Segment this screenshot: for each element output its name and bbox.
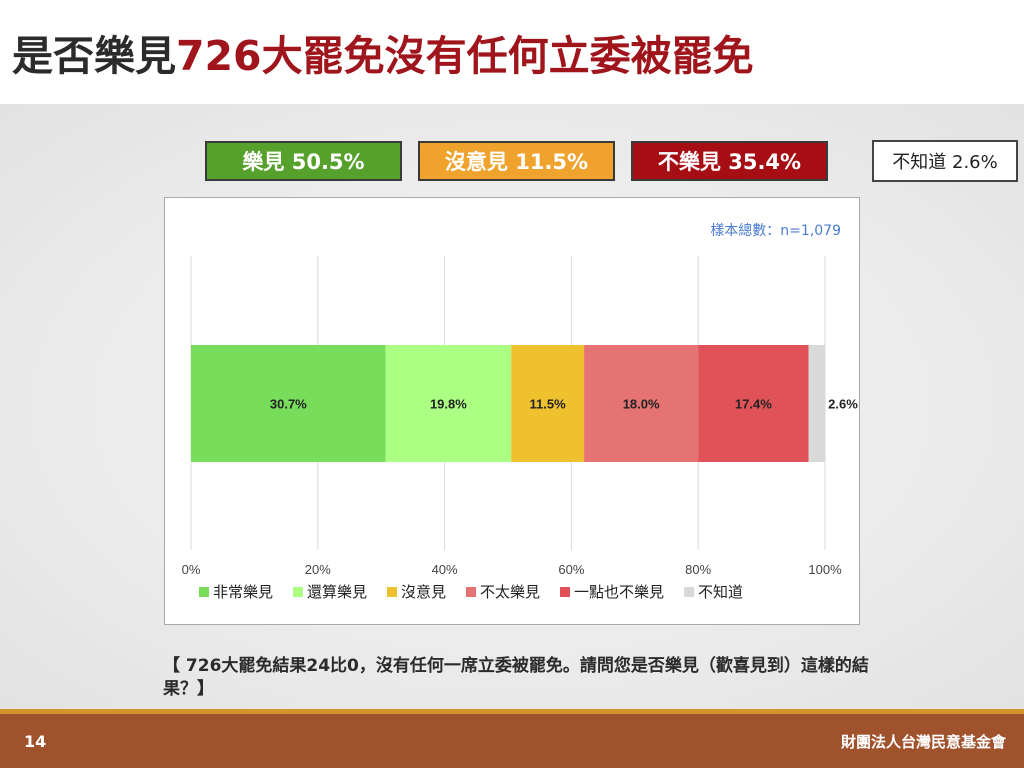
bar-segment xyxy=(808,345,825,462)
footer-bar xyxy=(0,714,1024,768)
bar-data-label: 18.0% xyxy=(623,397,660,412)
page-title: 是否樂見726大罷免沒有任何立委被罷免 xyxy=(12,22,754,82)
legend-label: 非常樂見 xyxy=(213,583,273,601)
legend-label: 一點也不樂見 xyxy=(574,583,664,601)
bar-data-label: 30.7% xyxy=(270,397,307,412)
legend-swatch xyxy=(199,587,209,597)
x-tick-label: 60% xyxy=(558,562,584,577)
page-number: 14 xyxy=(24,732,47,751)
bar-data-label: 2.6% xyxy=(828,397,858,412)
bar-segment xyxy=(698,345,809,462)
legend-label: 不太樂見 xyxy=(480,583,540,601)
legend-label: 還算樂見 xyxy=(307,583,367,601)
bar-data-label: 11.5% xyxy=(530,397,567,412)
footer-accent-line xyxy=(0,709,1024,714)
x-tick-label: 80% xyxy=(685,562,711,577)
legend-swatch xyxy=(387,587,397,597)
x-tick-label: 100% xyxy=(808,562,842,577)
x-tick-label: 0% xyxy=(182,562,201,577)
survey-question: 【 726大罷免結果24比0，沒有任何一席立委被罷免。請問您是否樂見（歡喜見到）… xyxy=(163,656,869,699)
summary-like-box: 樂見 50.5% xyxy=(205,141,402,181)
bar-segment xyxy=(511,345,585,462)
x-tick-label: 20% xyxy=(305,562,331,577)
bar-segment xyxy=(191,345,386,462)
bar-data-label: 19.8% xyxy=(430,397,467,412)
legend-label: 沒意見 xyxy=(401,583,446,601)
chart-frame: 樣本總數：n=1,079 0% 20% 40% 60% 80% 100% 30.7% 19.8… xyxy=(164,197,860,625)
stacked-bar-chart: 0% 20% 40% 60% 80% 100% 30.7% 19.8% 11.5% 18.0% 17… xyxy=(182,256,858,601)
title-part-1: 是否樂見 xyxy=(12,32,176,80)
summary-dislike-box: 不樂見 35.4% xyxy=(631,141,828,181)
x-tick-label: 40% xyxy=(432,562,458,577)
legend-label: 不知道 xyxy=(698,583,743,601)
legend-swatch xyxy=(684,587,694,597)
summary-neutral-box: 沒意見 11.5% xyxy=(418,141,615,181)
legend-swatch xyxy=(560,587,570,597)
legend-swatch xyxy=(466,587,476,597)
bar-segment xyxy=(385,345,512,462)
sample-size-label: 樣本總數：n=1,079 xyxy=(710,223,841,239)
organization-name: 財團法人台灣民意基金會 xyxy=(840,733,1006,751)
summary-unknown-box: 不知道 2.6% xyxy=(872,140,1018,182)
bar-data-label: 17.4% xyxy=(735,397,772,412)
bar-segment xyxy=(584,345,699,462)
title-part-2: 726大罷免沒有任何立委被罷免 xyxy=(176,32,754,80)
legend-swatch xyxy=(293,587,303,597)
